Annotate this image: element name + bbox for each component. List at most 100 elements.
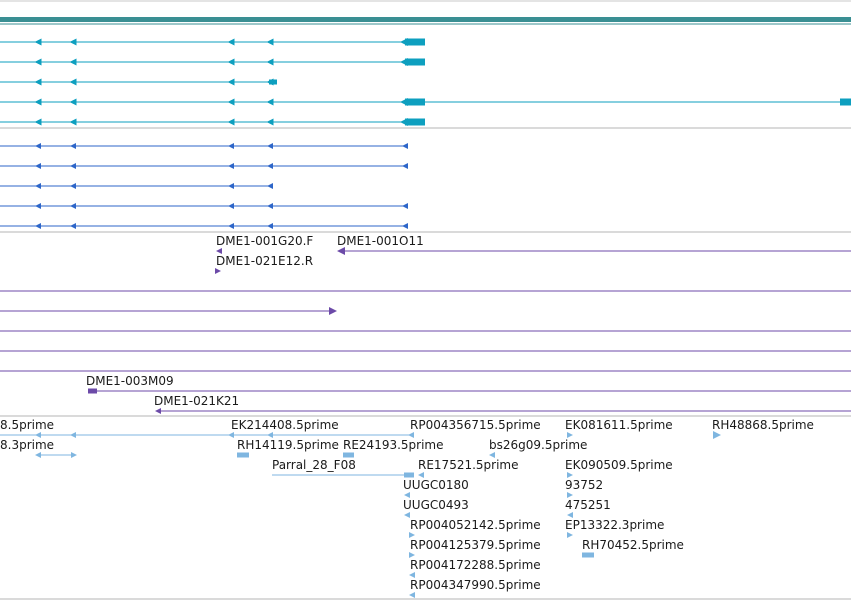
- triangle-left-icon: [489, 452, 495, 458]
- triangle-left-icon: [337, 247, 345, 255]
- triangle-left-icon: [227, 98, 235, 106]
- exon-block-icon: [582, 552, 594, 558]
- exon-block-icon: [404, 472, 414, 478]
- triangle-left-icon: [267, 203, 273, 209]
- triangle-left-icon: [35, 143, 41, 149]
- triangle-left-icon: [266, 118, 274, 126]
- triangle-right-icon: [71, 452, 77, 458]
- scale-ruler-bar: [0, 17, 851, 22]
- triangle-left-icon: [216, 248, 222, 254]
- est-label: 93752: [565, 478, 603, 492]
- triangle-left-icon: [34, 58, 42, 66]
- triangle-left-icon: [227, 58, 235, 66]
- triangle-left-icon: [227, 38, 235, 46]
- triangle-left-icon: [267, 432, 273, 438]
- est-label: Parral_28_F08: [272, 458, 356, 472]
- triangle-left-icon: [400, 118, 408, 126]
- triangle-left-icon: [400, 58, 408, 66]
- triangle-left-icon: [404, 512, 410, 518]
- exon-block-icon: [405, 118, 425, 126]
- triangle-left-icon: [70, 432, 76, 438]
- triangle-left-icon: [227, 78, 235, 86]
- triangle-left-icon: [267, 183, 273, 189]
- clone-label: DME1-021E12.R: [216, 254, 313, 268]
- triangle-left-icon: [266, 58, 274, 66]
- triangle-left-icon: [70, 223, 76, 229]
- triangle-left-icon: [267, 143, 273, 149]
- triangle-left-icon: [402, 163, 408, 169]
- triangle-right-icon: [329, 307, 337, 315]
- est-label: RE24193.5prime: [343, 438, 444, 452]
- est-label: RP004356715.5prime: [410, 418, 541, 432]
- triangle-left-icon: [70, 143, 76, 149]
- triangle-left-icon: [266, 38, 274, 46]
- triangle-left-icon: [35, 223, 41, 229]
- clone-label: DME1-001G20.F: [216, 234, 313, 248]
- triangle-left-icon: [404, 492, 410, 498]
- triangle-left-icon: [402, 143, 408, 149]
- clone-label: DME1-001O11: [337, 234, 424, 248]
- clone-label: DME1-021K21: [154, 394, 239, 408]
- est-label: UUGC0493: [403, 498, 469, 512]
- est-label: 475251: [565, 498, 611, 512]
- triangle-left-icon: [228, 143, 234, 149]
- triangle-left-icon: [408, 432, 414, 438]
- triangle-left-icon: [227, 118, 235, 126]
- exon-block-icon: [343, 452, 354, 458]
- exon-block-icon: [405, 38, 425, 46]
- est-label: EK214408.5prime: [231, 418, 339, 432]
- exon-block-icon: [269, 79, 277, 85]
- est-label: RP004347990.5prime: [410, 578, 541, 592]
- est-label: RH48868.5prime: [712, 418, 814, 432]
- est-label: EK081611.5prime: [565, 418, 673, 432]
- triangle-left-icon: [69, 38, 77, 46]
- triangle-left-icon: [69, 58, 77, 66]
- triangle-left-icon: [69, 98, 77, 106]
- est-label: EK090509.5prime: [565, 458, 673, 472]
- exon-block-icon: [88, 388, 97, 394]
- triangle-left-icon: [70, 203, 76, 209]
- triangle-left-icon: [35, 203, 41, 209]
- triangle-right-icon: [567, 432, 573, 438]
- triangle-left-icon: [69, 118, 77, 126]
- triangle-right-icon: [713, 431, 721, 439]
- triangle-left-icon: [70, 183, 76, 189]
- triangle-left-icon: [35, 163, 41, 169]
- triangle-left-icon: [228, 223, 234, 229]
- triangle-left-icon: [418, 472, 424, 478]
- est-label: RH14119.5prime: [237, 438, 339, 452]
- triangle-left-icon: [409, 572, 415, 578]
- triangle-left-icon: [228, 163, 234, 169]
- est-label: UUGC0180: [403, 478, 469, 492]
- est-label: 8.3prime: [0, 438, 54, 452]
- triangle-left-icon: [69, 78, 77, 86]
- est-label: RP004052142.5prime: [410, 518, 541, 532]
- triangle-left-icon: [155, 408, 161, 414]
- triangle-left-icon: [567, 512, 573, 518]
- triangle-left-icon: [402, 203, 408, 209]
- triangle-left-icon: [34, 98, 42, 106]
- est-label: EP13322.3prime: [565, 518, 664, 532]
- triangle-left-icon: [34, 38, 42, 46]
- triangle-left-icon: [34, 118, 42, 126]
- triangle-left-icon: [266, 98, 274, 106]
- triangle-left-icon: [400, 38, 408, 46]
- triangle-right-icon: [567, 492, 573, 498]
- est-label: RH70452.5prime: [582, 538, 684, 552]
- est-label: RE17521.5prime: [418, 458, 519, 472]
- est-label: RP004172288.5prime: [410, 558, 541, 572]
- est-label: 8.5prime: [0, 418, 54, 432]
- clone-label: DME1-003M09: [86, 374, 174, 388]
- triangle-left-icon: [267, 163, 273, 169]
- triangle-left-icon: [267, 223, 273, 229]
- triangle-left-icon: [35, 452, 41, 458]
- triangle-left-icon: [409, 592, 415, 598]
- triangle-left-icon: [228, 183, 234, 189]
- triangle-right-icon: [567, 472, 573, 478]
- exon-block-icon: [405, 58, 425, 66]
- triangle-right-icon: [409, 552, 415, 558]
- triangle-right-icon: [409, 532, 415, 538]
- triangle-left-icon: [34, 78, 42, 86]
